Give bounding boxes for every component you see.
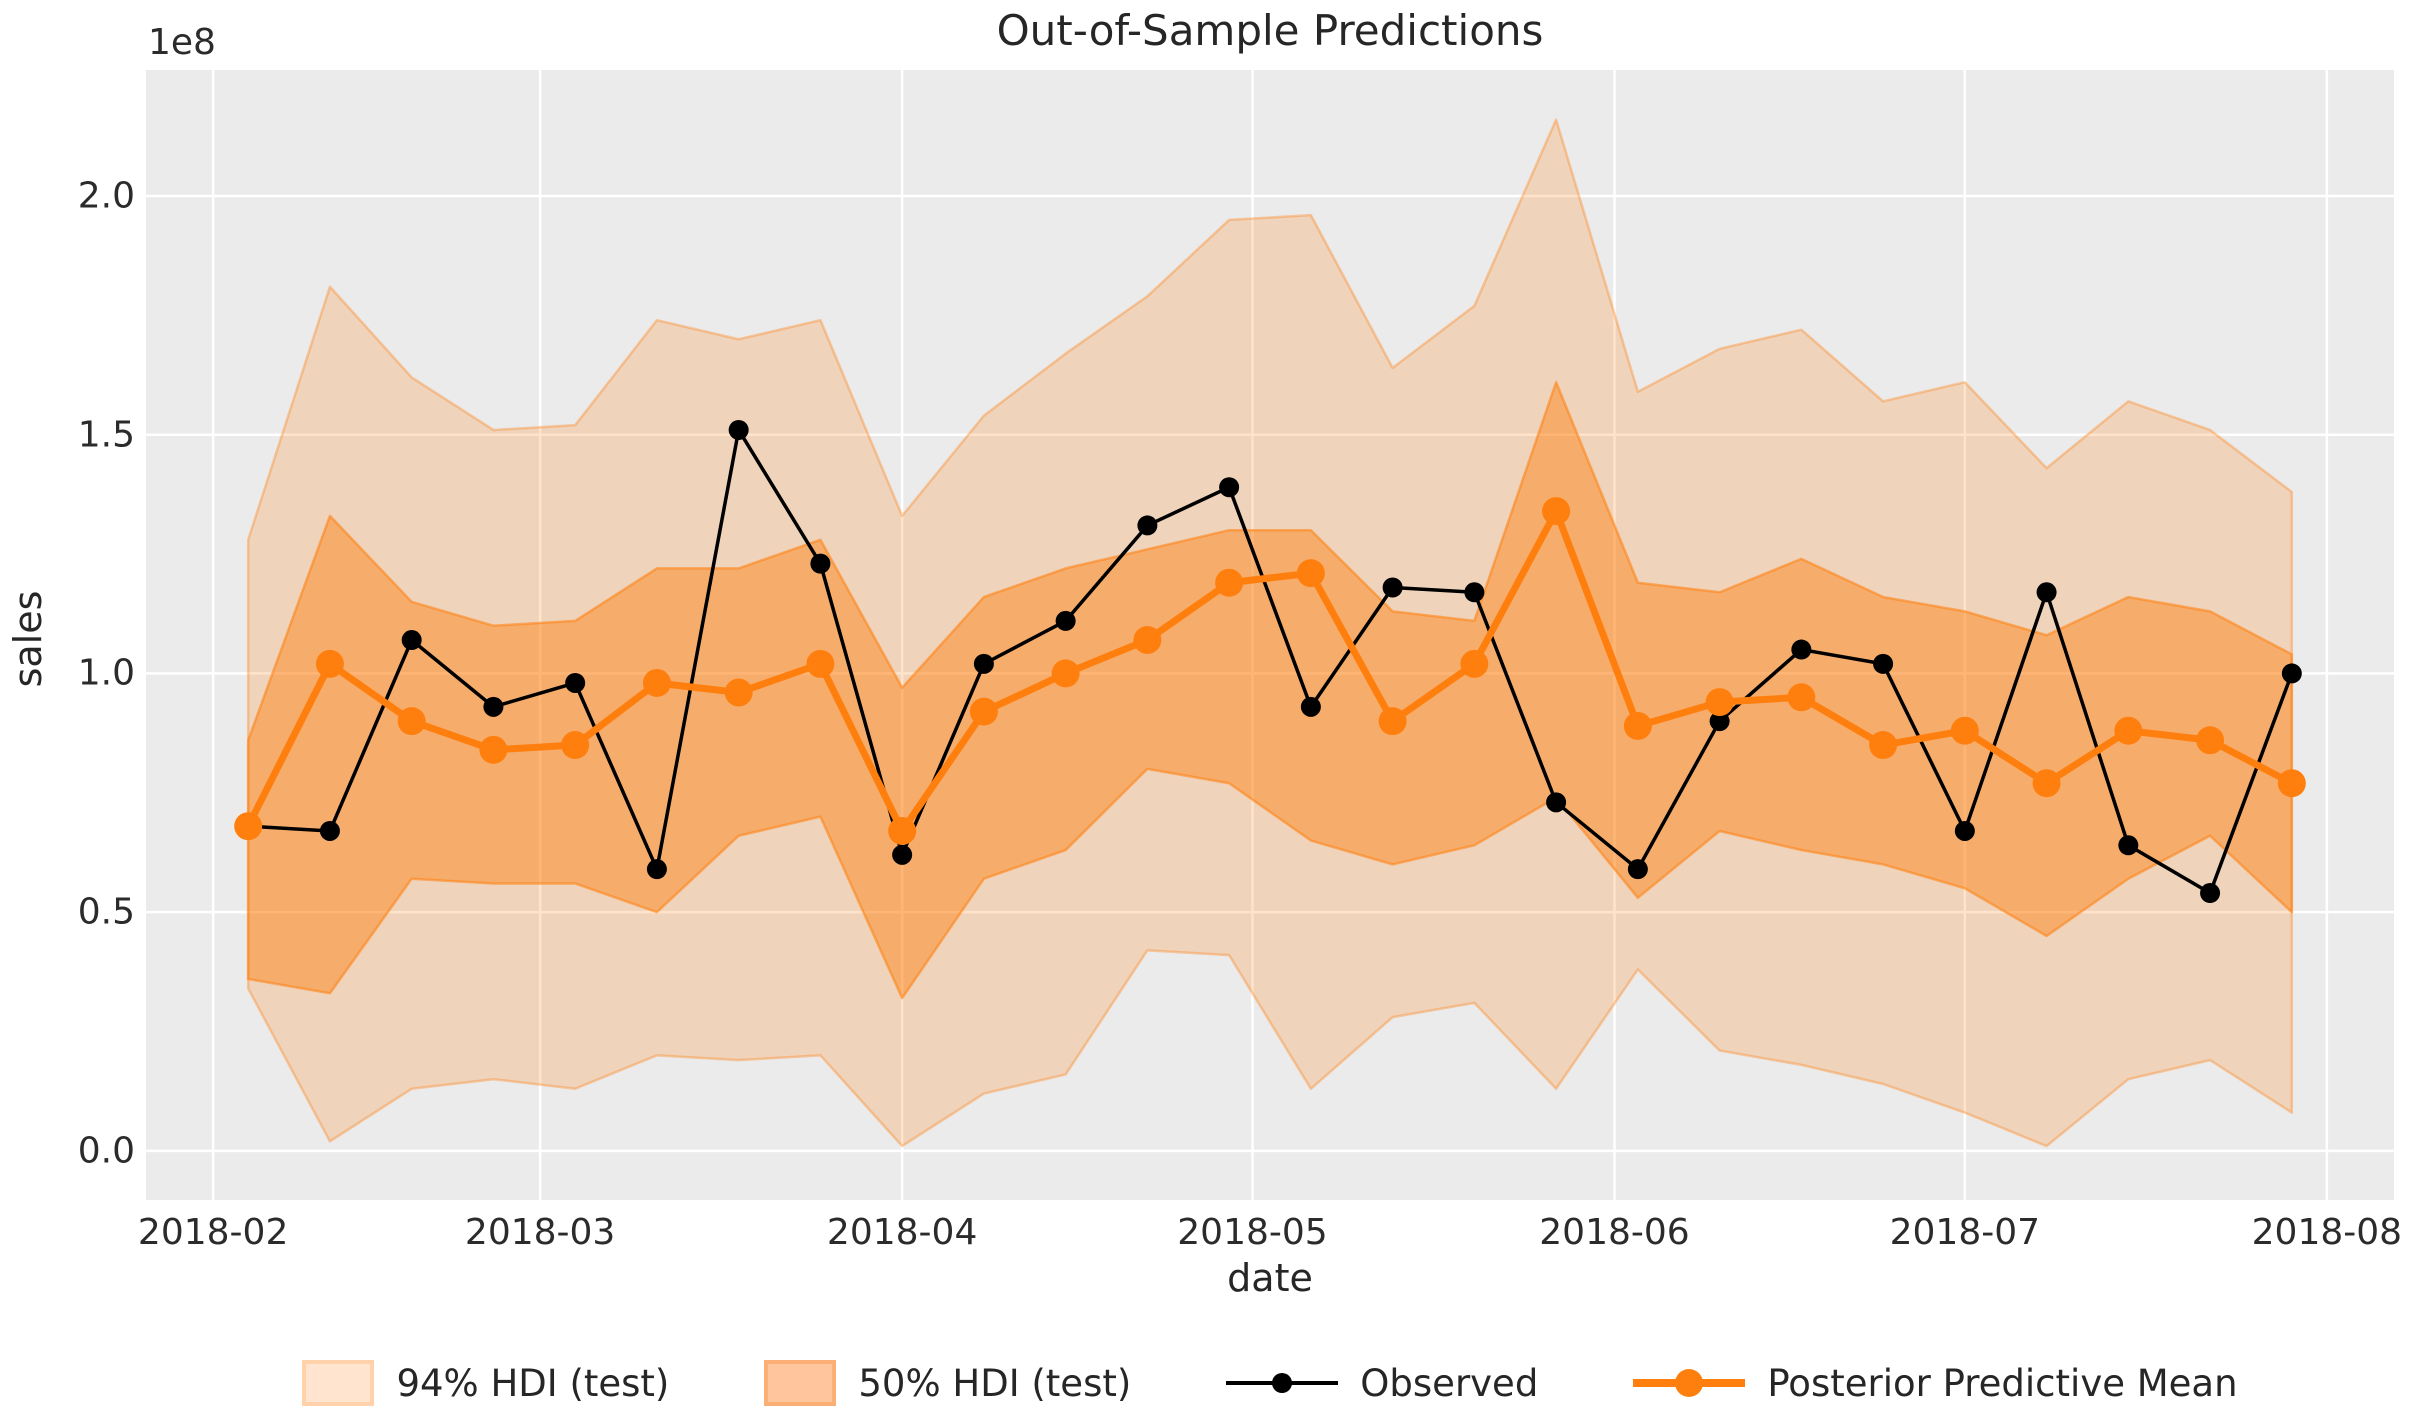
observed-line-marker — [973, 653, 994, 674]
observed-marker-icon — [1226, 1368, 1339, 1398]
hdi-50-band — [246, 380, 2294, 1000]
observed-line-marker — [1219, 477, 1240, 498]
hdi-50-swatch-icon — [764, 1360, 837, 1406]
posterior-mean-line-marker — [806, 649, 835, 678]
y-axis-label: sales — [6, 590, 50, 688]
x-tick-label: 2018-03 — [464, 1212, 616, 1253]
observed-line-marker — [565, 672, 586, 693]
posterior-mean-line-marker — [397, 707, 426, 736]
posterior-mean-line-marker — [1296, 559, 1325, 588]
posterior-mean-line-marker — [969, 697, 998, 726]
posterior-mean-line-marker — [724, 678, 753, 707]
posterior-mean-line-marker — [479, 735, 508, 764]
y-axis-offset-label: 1e8 — [148, 22, 216, 63]
legend-item-observed: Observed — [1226, 1362, 1538, 1405]
hdi-94-swatch-icon — [302, 1360, 375, 1406]
legend-label: 94% HDI (test) — [396, 1361, 670, 1405]
posterior-mean-line-marker — [1378, 707, 1407, 736]
posterior-mean-line-marker — [1542, 497, 1571, 526]
posterior-mean-line-marker — [1051, 659, 1080, 688]
observed-line-marker — [1791, 639, 1812, 660]
x-tick-label: 2018-02 — [137, 1212, 289, 1253]
posterior-mean-line-marker — [2196, 726, 2225, 755]
observed-line-marker — [319, 820, 340, 841]
posterior-mean-line-marker — [1705, 688, 1734, 717]
observed-line — [248, 428, 2294, 895]
chart-canvas — [146, 70, 2394, 1200]
posterior-mean-line-marker — [1215, 568, 1244, 597]
observed-line-marker — [646, 859, 667, 880]
observed-line-marker — [810, 553, 831, 574]
observed-line-marker — [2118, 835, 2139, 856]
observed-line-marker — [2281, 663, 2302, 684]
observed-line-marker — [401, 630, 422, 651]
observed-line-marker — [1055, 610, 1076, 631]
observed-line-marker — [1300, 696, 1321, 717]
x-tick-label: 2018-08 — [2251, 1212, 2403, 1253]
posterior-mean-line-marker — [2277, 769, 2306, 798]
x-tick-label: 2018-06 — [1539, 1212, 1690, 1253]
posterior-mean-line-marker — [561, 731, 590, 760]
observed-line-marker — [1464, 582, 1485, 603]
observed-line-marker — [1873, 653, 1894, 674]
legend: 94% HDI (test) 50% HDI (test) Observed P… — [146, 1348, 2394, 1418]
plot-area — [146, 70, 2394, 1200]
posterior-mean-line-marker — [2032, 769, 2061, 798]
x-tick-label: 2018-07 — [1889, 1212, 2041, 1253]
x-tick-label: 2018-05 — [1177, 1212, 1328, 1253]
legend-label: Posterior Predictive Mean — [1767, 1361, 2238, 1405]
posterior-mean-line-marker — [1950, 716, 1979, 745]
observed-line-marker — [1954, 820, 1975, 841]
posterior-mean-line-marker — [642, 668, 671, 697]
legend-label: 50% HDI (test) — [858, 1361, 1132, 1405]
x-axis-label: date — [1227, 1256, 1313, 1300]
posterior-mean-line-marker — [1623, 711, 1652, 740]
legend-item-posterior-mean: Posterior Predictive Mean — [1633, 1361, 2238, 1405]
observed-line-marker — [1382, 577, 1403, 598]
hdi-94-band — [246, 118, 2294, 1148]
observed-line-marker — [2036, 582, 2057, 603]
posterior-mean-line-marker — [1133, 626, 1162, 655]
y-tick-label: 1.0 — [77, 652, 135, 694]
observed-line-marker — [1137, 515, 1158, 536]
chart-title: Out-of-Sample Predictions — [996, 6, 1544, 55]
y-tick-label: 2.0 — [77, 175, 135, 217]
legend-item-94-hdi: 94% HDI (test) — [302, 1360, 669, 1406]
legend-label: Observed — [1360, 1361, 1539, 1405]
y-tick-label: 0.0 — [77, 1130, 135, 1172]
observed-line-marker — [1709, 711, 1730, 732]
observed-line-marker — [483, 696, 504, 717]
observed-line-marker — [2200, 883, 2221, 904]
posterior-mean-line-marker — [315, 649, 344, 678]
observed-line-marker — [728, 419, 749, 440]
y-tick-label: 1.5 — [77, 414, 135, 456]
observed-line-marker — [1546, 792, 1567, 813]
observed-line-marker — [1627, 859, 1648, 880]
legend-item-50-hdi: 50% HDI (test) — [764, 1360, 1131, 1406]
posterior-mean-line-marker — [2114, 716, 2143, 745]
posterior-mean-line-marker — [234, 812, 263, 841]
observed-line-marker — [892, 844, 913, 865]
y-tick-label: 0.5 — [77, 891, 135, 933]
posterior-mean-line-marker — [888, 816, 917, 845]
posterior-mean-line-marker — [1787, 683, 1816, 712]
posterior-mean-line-marker — [1460, 649, 1489, 678]
x-tick-label: 2018-04 — [826, 1212, 978, 1253]
posterior-mean-marker-icon — [1633, 1368, 1746, 1398]
posterior-mean-line-marker — [1869, 731, 1898, 760]
